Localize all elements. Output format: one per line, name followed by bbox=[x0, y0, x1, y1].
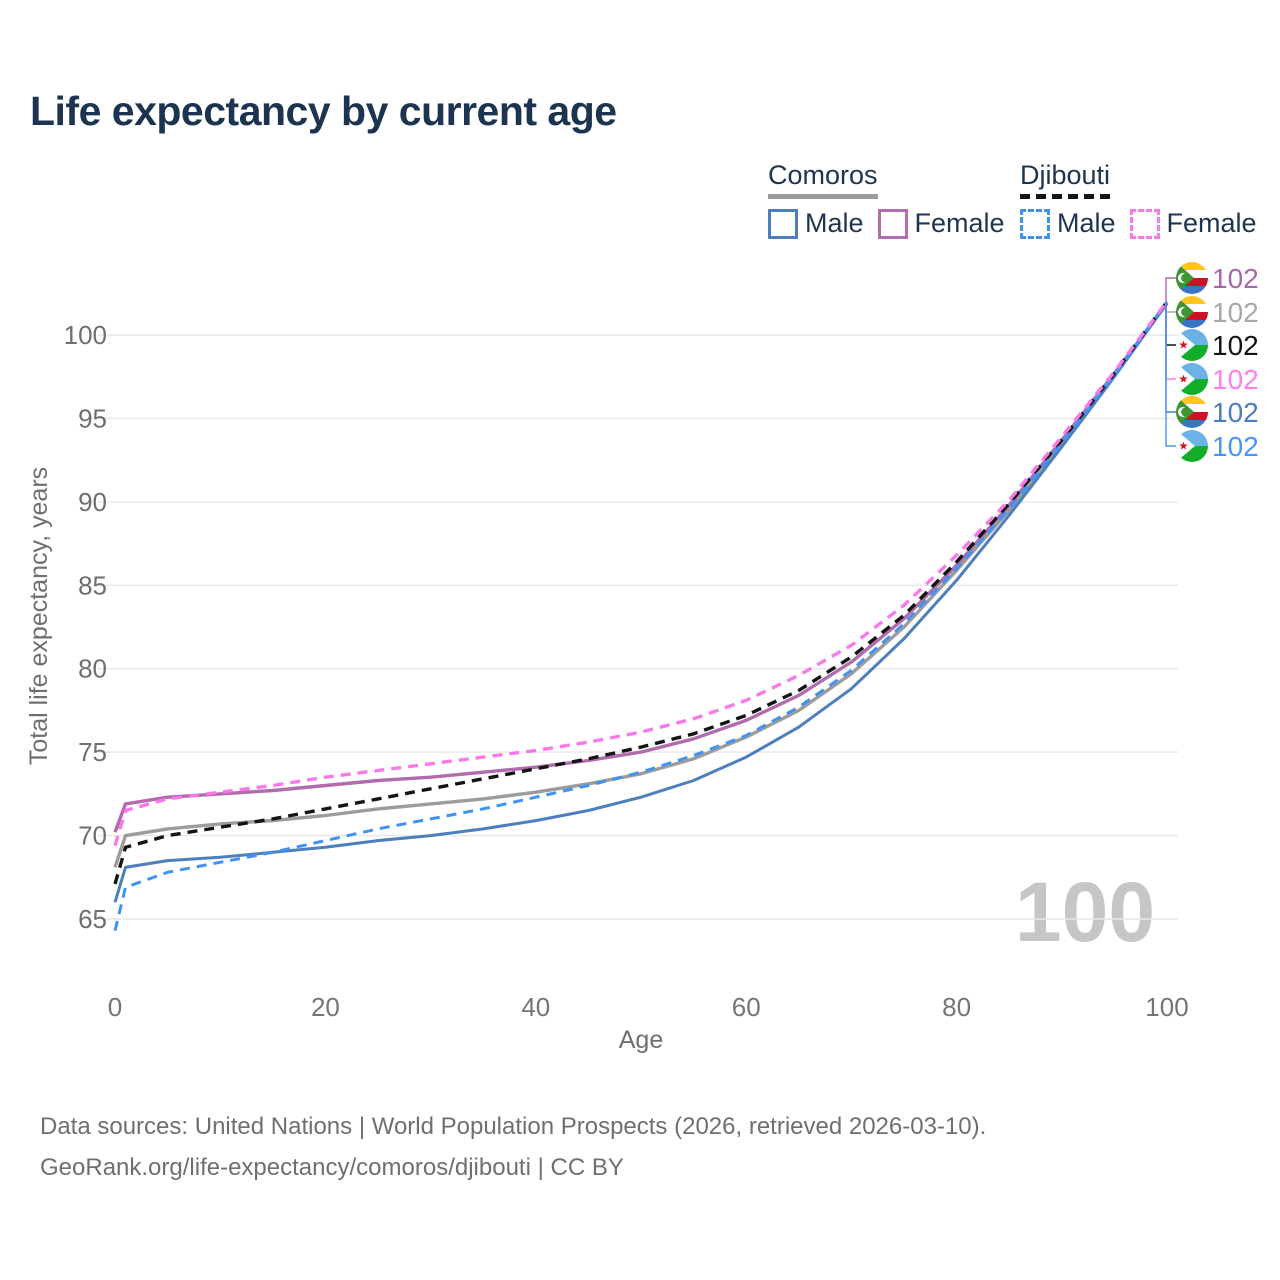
y-tick-label: 85 bbox=[78, 570, 107, 600]
flag-icon-comoros bbox=[1176, 296, 1208, 328]
leader-line bbox=[1165, 277, 1176, 302]
y-tick-label: 100 bbox=[64, 320, 107, 350]
leader-line bbox=[1165, 301, 1176, 380]
end-value-label: 102 bbox=[1212, 431, 1259, 462]
y-tick-label: 90 bbox=[78, 487, 107, 517]
series-line-djibouti-male[interactable] bbox=[113, 300, 1169, 932]
legend-item-djibouti-female[interactable]: Female bbox=[1129, 208, 1257, 239]
x-tick-labels: 0 20 40 60 80 100 bbox=[108, 992, 1189, 1022]
legend-item-djibouti-male[interactable]: Male bbox=[1020, 208, 1116, 239]
flag-icon-comoros bbox=[1176, 396, 1208, 428]
page-title: Life expectancy by current age bbox=[30, 88, 617, 134]
legend-group-djibouti-label: Djibouti bbox=[1020, 160, 1111, 199]
series-line-comoros-male[interactable] bbox=[113, 302, 1169, 903]
legend-group-comoros: Comoros Male Female bbox=[768, 160, 1019, 239]
legend-item-comoros-male[interactable]: Male bbox=[768, 208, 864, 239]
x-tick-label: 60 bbox=[732, 992, 761, 1022]
djibouti-male-swatch-icon bbox=[1020, 208, 1050, 239]
current-age-watermark: 100 bbox=[1015, 865, 1155, 959]
x-tick-label: 40 bbox=[521, 992, 550, 1022]
footer: Data sources: United Nations | World Pop… bbox=[40, 1106, 986, 1188]
legend-item-label: Female bbox=[914, 208, 1005, 238]
footer-data-sources: Data sources: United Nations | World Pop… bbox=[40, 1113, 987, 1140]
end-value-label: 102 bbox=[1212, 397, 1259, 428]
x-tick-label: 80 bbox=[942, 992, 971, 1022]
y-tick-label: 95 bbox=[78, 403, 107, 433]
y-tick-label: 65 bbox=[78, 904, 107, 934]
series-lines bbox=[113, 300, 1169, 932]
legend-item-comoros-female[interactable]: Female bbox=[877, 208, 1005, 239]
leader-line bbox=[1165, 301, 1176, 413]
end-value-label: 102 bbox=[1212, 364, 1259, 395]
end-value-label: 102 bbox=[1212, 330, 1259, 361]
series-line-comoros-female[interactable] bbox=[113, 302, 1169, 833]
leader-line bbox=[1165, 301, 1176, 346]
gridlines: 65 70 75 80 85 90 95 100 bbox=[64, 320, 1178, 934]
x-axis-title: Age bbox=[619, 1026, 663, 1054]
series-line-djibouti-female[interactable] bbox=[113, 300, 1169, 847]
djibouti-female-swatch-icon bbox=[1129, 208, 1160, 239]
flag-icon-djibouti bbox=[1176, 363, 1208, 395]
x-tick-label: 0 bbox=[108, 992, 122, 1022]
legend-item-label: Female bbox=[1166, 208, 1257, 238]
comoros-female-swatch-icon bbox=[877, 208, 908, 239]
end-value-label: 102 bbox=[1212, 263, 1259, 294]
x-tick-label: 100 bbox=[1145, 992, 1188, 1022]
end-value-label: 102 bbox=[1212, 297, 1259, 328]
legend-item-label: Male bbox=[1057, 208, 1116, 238]
y-tick-label: 80 bbox=[78, 654, 107, 684]
flag-icon-djibouti bbox=[1176, 329, 1208, 361]
series-line-djibouti-total[interactable] bbox=[113, 300, 1169, 885]
comoros-male-swatch-icon bbox=[768, 208, 798, 239]
y-axis-title: Total life expectancy, years bbox=[25, 467, 53, 765]
legend-group-comoros-label: Comoros bbox=[768, 160, 878, 199]
x-tick-label: 20 bbox=[311, 992, 340, 1022]
y-tick-label: 70 bbox=[78, 821, 107, 851]
legend-item-label: Male bbox=[805, 208, 864, 238]
leader-line bbox=[1165, 301, 1176, 447]
footer-attribution: GeoRank.org/life-expectancy/comoros/djib… bbox=[40, 1154, 624, 1181]
flag-icon-comoros bbox=[1176, 262, 1208, 294]
legend-group-djibouti: Djibouti Male Female bbox=[1020, 160, 1271, 239]
y-tick-label: 75 bbox=[78, 737, 107, 767]
flag-icon-djibouti bbox=[1176, 430, 1208, 462]
